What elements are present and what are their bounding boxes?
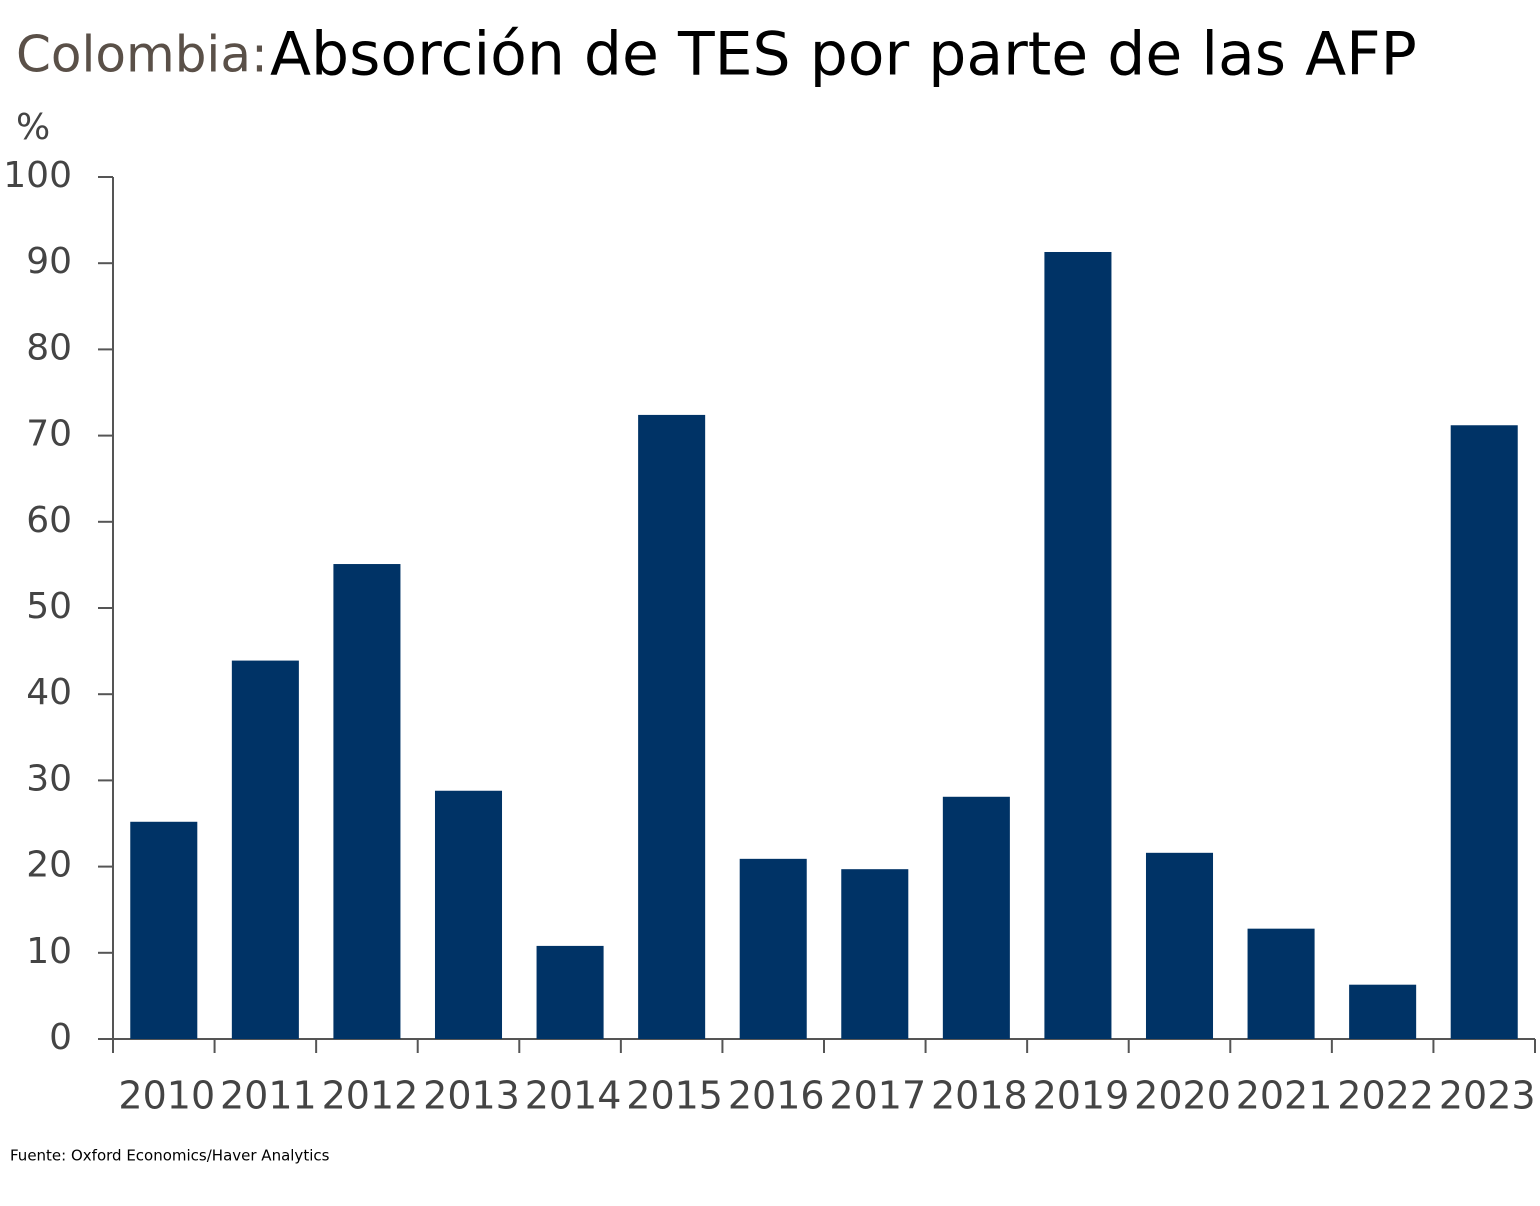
y-tick-label: 90 [26, 241, 72, 282]
y-tick-label: 100 [3, 155, 72, 196]
bar [1247, 928, 1315, 1039]
bar [333, 564, 401, 1039]
x-tick-label: 2019 [1033, 1074, 1130, 1118]
y-axis-label: % [16, 107, 50, 148]
x-tick-label: 2015 [626, 1074, 723, 1118]
x-tick-label: 2018 [931, 1074, 1028, 1118]
bar [1145, 852, 1214, 1039]
y-tick-label: 70 [26, 414, 72, 455]
bar [231, 660, 299, 1039]
chart-title: Absorción de TES por parte de las AFP [270, 20, 1417, 90]
bar [739, 858, 807, 1039]
bar [841, 869, 909, 1039]
y-tick-label: 10 [26, 931, 72, 972]
y-tick-label: 40 [26, 672, 72, 713]
y-tick-label: 20 [26, 845, 72, 886]
y-tick-label: 30 [26, 758, 72, 799]
bar [130, 821, 198, 1039]
x-tick-label: 2014 [525, 1074, 622, 1118]
x-tick-label: 2016 [728, 1074, 825, 1118]
y-tick-label: 50 [26, 586, 72, 627]
chart-title-prefix: Colombia: [16, 26, 268, 84]
x-tick-label: 2022 [1337, 1074, 1434, 1118]
y-tick-label: 80 [26, 327, 72, 368]
x-tick-label: 2013 [423, 1074, 520, 1118]
x-tick-label: 2021 [1236, 1074, 1333, 1118]
bar [638, 414, 706, 1039]
x-tick-label: 2023 [1439, 1074, 1536, 1118]
y-tick-label: 60 [26, 500, 72, 541]
bar [942, 796, 1010, 1039]
bar [1349, 984, 1417, 1039]
x-tick-label: 2012 [322, 1074, 419, 1118]
x-tick-label: 2011 [220, 1074, 317, 1118]
bar [536, 945, 604, 1039]
source-note: Fuente: Oxford Economics/Haver Analytics [10, 1147, 330, 1165]
x-tick-label: 2010 [118, 1074, 215, 1118]
bar [1450, 425, 1518, 1040]
y-tick-label: 0 [49, 1017, 72, 1058]
x-tick-label: 2020 [1134, 1074, 1231, 1118]
x-tick-label: 2017 [829, 1074, 926, 1118]
bar [434, 790, 503, 1039]
bar [1044, 251, 1112, 1039]
